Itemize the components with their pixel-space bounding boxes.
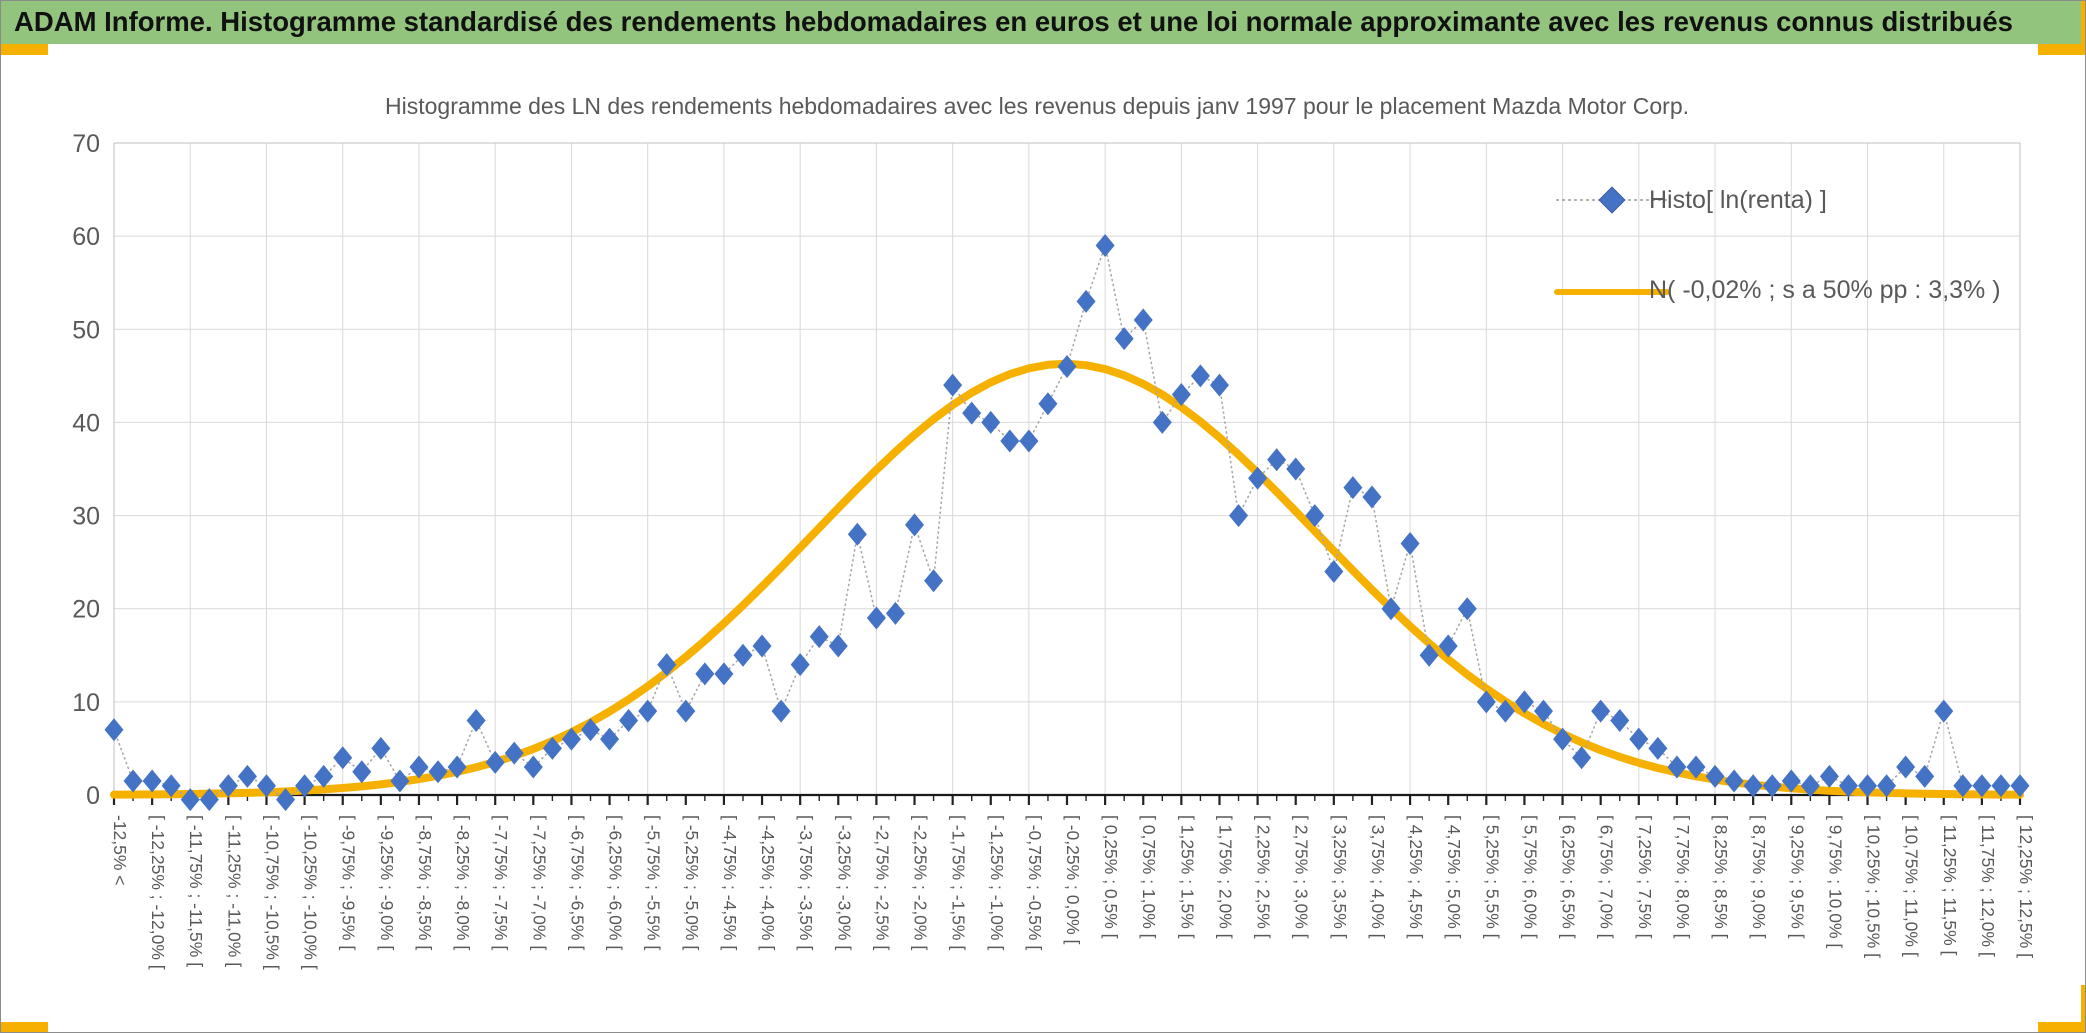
svg-text:[ 3,75% ; 4,0% [: [ 3,75% ; 4,0% [ — [1368, 815, 1388, 939]
svg-text:[ -10,75% ; -10,5% [: [ -10,75% ; -10,5% [ — [262, 815, 282, 970]
svg-text:[ -4,75% ; -4,5% [: [ -4,75% ; -4,5% [ — [720, 815, 740, 950]
svg-text:10: 10 — [72, 689, 100, 717]
svg-text:[ -2,75% ; -2,5% [: [ -2,75% ; -2,5% [ — [872, 815, 892, 950]
svg-text:[ 9,25% ; 9,5% [: [ 9,25% ; 9,5% [ — [1787, 815, 1807, 939]
svg-text:70: 70 — [72, 130, 100, 158]
svg-text:[ 7,75% ; 8,0% [: [ 7,75% ; 8,0% [ — [1673, 815, 1693, 939]
svg-text:[ 6,25% ; 6,5% [: [ 6,25% ; 6,5% [ — [1559, 815, 1579, 939]
svg-text:[ 11,75% ; 12,0% [: [ 11,75% ; 12,0% [ — [1978, 815, 1998, 957]
svg-text:[ 8,25% ; 8,5% [: [ 8,25% ; 8,5% [ — [1711, 815, 1731, 939]
svg-text:[ -5,25% ; -5,0% [: [ -5,25% ; -5,0% [ — [682, 815, 702, 950]
svg-text:[ 1,75% ; 2,0% [: [ 1,75% ; 2,0% [ — [1215, 815, 1235, 939]
svg-text:[ 5,25% ; 5,5% [: [ 5,25% ; 5,5% [ — [1482, 815, 1502, 939]
svg-text:[ 0,25% ; 0,5% [: [ 0,25% ; 0,5% [ — [1101, 815, 1121, 939]
svg-text:40: 40 — [72, 409, 100, 437]
svg-text:[ 6,75% ; 7,0% [: [ 6,75% ; 7,0% [ — [1597, 815, 1617, 939]
svg-text:[ 0,75% ; 1,0% [: [ 0,75% ; 1,0% [ — [1139, 815, 1159, 939]
svg-text:[ -4,25% ; -4,0% [: [ -4,25% ; -4,0% [ — [758, 815, 778, 950]
svg-text:60: 60 — [72, 223, 100, 251]
svg-text:[ 10,75% ; 11,0% [: [ 10,75% ; 11,0% [ — [1902, 815, 1922, 957]
svg-text:[ -1,75% ; -1,5% [: [ -1,75% ; -1,5% [ — [949, 815, 969, 950]
svg-text:[ 1,25% ; 1,5% [: [ 1,25% ; 1,5% [ — [1177, 815, 1197, 939]
svg-text:[ -5,75% ; -5,5% [: [ -5,75% ; -5,5% [ — [644, 815, 664, 950]
svg-text:[ 9,75% ; 10,0% [: [ 9,75% ; 10,0% [ — [1825, 815, 1845, 948]
svg-text:[ 10,25% ; 10,5% [: [ 10,25% ; 10,5% [ — [1864, 815, 1884, 958]
svg-text:[ -12,25% ; -12,0% [: [ -12,25% ; -12,0% [ — [148, 815, 168, 970]
svg-text:[ -10,25% ; -10,0% [: [ -10,25% ; -10,0% [ — [301, 815, 321, 970]
svg-text:[ 4,25% ; 4,5% [: [ 4,25% ; 4,5% [ — [1406, 815, 1426, 939]
svg-text:[ -3,25% ; -3,0% [: [ -3,25% ; -3,0% [ — [834, 815, 854, 950]
svg-text:-12,5% <: -12,5% < — [110, 815, 130, 886]
svg-text:[ 2,75% ; 3,0% [: [ 2,75% ; 3,0% [ — [1292, 815, 1312, 939]
svg-text:[ 4,75% ; 5,0% [: [ 4,75% ; 5,0% [ — [1444, 815, 1464, 939]
svg-text:[ -11,25% ; -11,0% [: [ -11,25% ; -11,0% [ — [224, 815, 244, 967]
svg-text:50: 50 — [72, 316, 100, 344]
svg-text:[ -9,75% ; -9,5% [: [ -9,75% ; -9,5% [ — [339, 815, 359, 950]
svg-text:[ -9,25% ; -9,0% [: [ -9,25% ; -9,0% [ — [377, 815, 397, 950]
svg-text:[ -6,75% ; -6,5% [: [ -6,75% ; -6,5% [ — [567, 815, 587, 950]
svg-text:[ 5,75% ; 6,0% [: [ 5,75% ; 6,0% [ — [1520, 815, 1540, 939]
svg-text:0: 0 — [86, 782, 100, 810]
svg-text:[ -8,75% ; -8,5% [: [ -8,75% ; -8,5% [ — [415, 815, 435, 950]
svg-text:[ -6,25% ; -6,0% [: [ -6,25% ; -6,0% [ — [606, 815, 626, 950]
svg-text:[ 2,25% ; 2,5% [: [ 2,25% ; 2,5% [ — [1254, 815, 1274, 939]
svg-text:[ 7,25% ; 7,5% [: [ 7,25% ; 7,5% [ — [1635, 815, 1655, 939]
svg-text:[ -2,25% ; -2,0% [: [ -2,25% ; -2,0% [ — [911, 815, 931, 950]
svg-text:[ 11,25% ; 11,5% [: [ 11,25% ; 11,5% [ — [1940, 815, 1960, 956]
svg-text:[ 8,75% ; 9,0% [: [ 8,75% ; 9,0% [ — [1749, 815, 1769, 939]
svg-text:[ 3,25% ; 3,5% [: [ 3,25% ; 3,5% [ — [1330, 815, 1350, 939]
svg-text:[ -0,75% ; -0,5% [: [ -0,75% ; -0,5% [ — [1025, 815, 1045, 950]
svg-text:[ -3,75% ; -3,5% [: [ -3,75% ; -3,5% [ — [796, 815, 816, 950]
svg-text:[ -8,25% ; -8,0% [: [ -8,25% ; -8,0% [ — [453, 815, 473, 950]
svg-text:[ 12,25% ; 12,5% [: [ 12,25% ; 12,5% [ — [2016, 815, 2036, 958]
svg-text:[ -11,75% ; -11,5% [: [ -11,75% ; -11,5% [ — [186, 815, 206, 967]
svg-text:[ -7,25% ; -7,0% [: [ -7,25% ; -7,0% [ — [529, 815, 549, 950]
svg-text:30: 30 — [72, 503, 100, 531]
svg-text:[ -7,75% ; -7,5% [: [ -7,75% ; -7,5% [ — [491, 815, 511, 950]
svg-text:[ -1,25% ; -1,0% [: [ -1,25% ; -1,0% [ — [987, 815, 1007, 950]
svg-text:[ -0,25% ; 0,0% [: [ -0,25% ; 0,0% [ — [1063, 815, 1083, 945]
svg-text:20: 20 — [72, 596, 100, 624]
